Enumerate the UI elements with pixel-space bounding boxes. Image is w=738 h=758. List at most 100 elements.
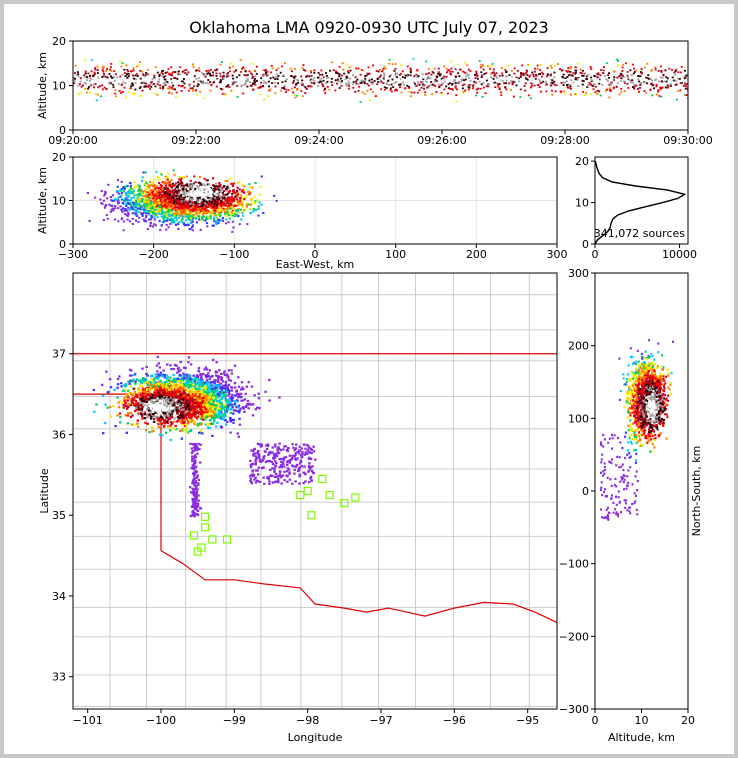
east-west-cell: [219, 202, 222, 205]
time-height-cell: [94, 68, 97, 71]
time-height-cell: [438, 85, 441, 88]
time-height-cell: [252, 88, 255, 90]
time-height-cell: [245, 74, 248, 77]
time-height-cell: [566, 76, 569, 78]
time-height-cell: [443, 88, 446, 91]
east-west-cell: [184, 206, 187, 209]
east-west-cell: [212, 194, 215, 197]
time-height-cell: [390, 90, 393, 93]
plan-view-cell: [298, 473, 302, 476]
east-west-cell: [125, 184, 128, 187]
time-height-cell: [524, 74, 527, 77]
time-height-cell: [492, 81, 495, 84]
east-west-cell: [163, 214, 166, 217]
plan-view-cell: [298, 482, 301, 485]
time-height-cell: [319, 79, 322, 82]
time-height-cell: [246, 79, 249, 82]
time-height-cell: [236, 85, 239, 87]
east-west-cell: [171, 191, 174, 194]
time-height-cell: [685, 74, 688, 77]
time-height-cell: [599, 74, 602, 77]
plan-view-cell: [146, 382, 149, 385]
time-height-cell: [566, 86, 569, 88]
east-west-cell: [236, 186, 239, 189]
plan-view-cell: [183, 419, 186, 422]
time-height-cell: [329, 69, 332, 72]
east-west-cell: [140, 205, 143, 208]
time-height-cell: [462, 92, 465, 95]
time-height-cell: [418, 89, 421, 92]
time-height-cell: [404, 76, 406, 79]
east-west-cell: [208, 183, 211, 186]
east-west-cell: [192, 214, 195, 216]
time-height-cell: [142, 74, 145, 77]
time-height-cell: [222, 74, 225, 77]
time-height-cell: [467, 88, 470, 91]
time-height-cell: [275, 69, 278, 72]
east-west-cell: [164, 215, 167, 218]
time-height-cell: [574, 77, 577, 79]
time-height-cell: [400, 91, 403, 94]
plan-view-cell: [144, 411, 147, 414]
time-height-cell: [340, 80, 343, 82]
east-west-cell: [144, 206, 147, 209]
time-height-cell: [325, 79, 328, 82]
time-height-cell: [352, 74, 354, 77]
time-height-cell: [508, 74, 511, 76]
east-west-cell: [262, 211, 265, 214]
time-height-cell: [417, 82, 420, 85]
east-west-cell: [152, 181, 155, 184]
east-west-cell: [160, 190, 163, 193]
east-west-cell: [114, 205, 117, 208]
plan-view-cell: [168, 409, 171, 413]
plan-view-cell: [124, 389, 127, 392]
time-height-cell: [131, 70, 134, 73]
east-west-cell: [188, 195, 191, 198]
time-height-cell: [584, 72, 587, 75]
east-west-cell: [173, 188, 176, 191]
time-height-cell: [149, 88, 152, 90]
time-height-cell: [621, 66, 624, 69]
time-height-cell: [430, 81, 433, 83]
time-height-cell: [542, 80, 544, 83]
time-height-cell: [87, 72, 90, 75]
time-height-cell: [302, 69, 305, 71]
time-height-cell: [423, 84, 426, 87]
time-height-cell: [632, 72, 635, 75]
time-height-cell: [385, 87, 388, 89]
east-west-cell: [202, 218, 205, 221]
east-west-cell: [231, 192, 234, 195]
time-height-cell: [236, 96, 239, 98]
time-height-cell: [262, 82, 265, 85]
plan-view-cell: [119, 421, 122, 424]
time-height-cell: [238, 78, 241, 80]
east-west-cell: [181, 192, 184, 195]
time-height-cell: [121, 91, 124, 93]
time-height-cell: [166, 71, 169, 74]
east-west-cell: [183, 194, 186, 197]
time-height-cell: [664, 69, 667, 72]
plan-view-cell: [283, 470, 286, 473]
time-height-cell: [343, 72, 346, 75]
time-height-cell: [292, 82, 295, 84]
plan-view-cell: [109, 386, 113, 389]
east-west-cell: [194, 208, 198, 211]
east-west-cell: [232, 207, 235, 210]
time-height-cell: [534, 67, 537, 70]
time-height-cell: [455, 88, 458, 91]
time-height-cell: [193, 78, 196, 81]
time-height-cell: [317, 78, 320, 81]
time-height-cell: [96, 93, 99, 96]
time-height-cell: [449, 88, 452, 90]
time-height-cell: [320, 80, 322, 83]
time-height-cell: [665, 76, 668, 79]
time-height-cell: [254, 75, 257, 78]
time-height-cell: [332, 80, 335, 83]
plan-view-cell: [176, 368, 180, 371]
east-west-cell: [125, 193, 128, 196]
histogram-frame: [594, 156, 689, 245]
time-height-cell: [359, 73, 362, 76]
plan-view-cell: [256, 469, 259, 472]
time-height-cell: [425, 80, 428, 83]
east-west-cell: [170, 202, 173, 205]
